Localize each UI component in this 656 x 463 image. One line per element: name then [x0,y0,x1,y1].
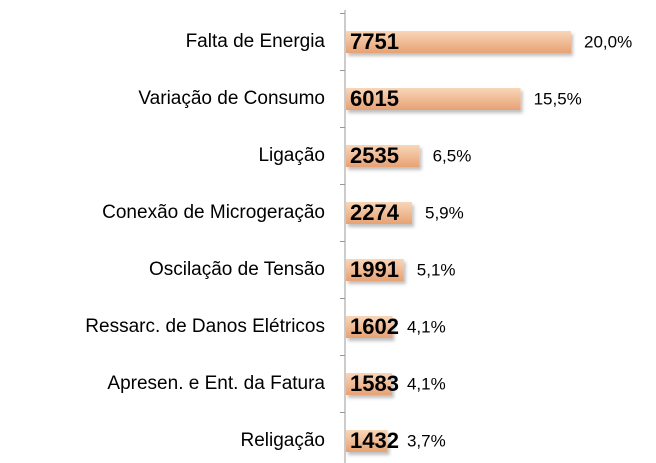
category-label: Religação [241,430,326,451]
category-label: Variação de Consumo [138,88,325,109]
value-label: 2274 [350,200,400,225]
bar [346,202,413,224]
category-label: Oscilação de Tensão [149,259,325,280]
bar [346,145,420,167]
bar [346,430,388,452]
percentage-label: 20,0% [584,32,632,51]
value-label: 1602 [350,314,399,339]
percentage-label: 4,1% [407,317,446,336]
bar [346,259,404,281]
bar [346,316,393,338]
percentage-label: 3,7% [407,431,446,450]
value-label: 2535 [350,143,399,168]
category-label: Apresen. e Ent. da Fatura [107,373,325,394]
value-label: 6015 [350,86,399,111]
percentage-label: 5,9% [425,203,464,222]
value-label: 1583 [350,371,399,396]
value-label: 7751 [350,29,399,54]
percentage-label: 6,5% [433,146,472,165]
category-label: Conexão de Microgeração [102,202,325,223]
percentage-label: 4,1% [407,374,446,393]
bar [346,88,521,110]
value-label: 1991 [350,257,399,282]
value-label: 1432 [350,428,399,453]
percentage-label: 15,5% [534,89,582,108]
bar [346,31,571,53]
category-label: Ressarc. de Danos Elétricos [85,316,325,337]
category-label: Falta de Energia [186,31,326,52]
category-label: Ligação [258,145,325,166]
percentage-label: 5,1% [417,260,456,279]
bar [346,373,392,395]
